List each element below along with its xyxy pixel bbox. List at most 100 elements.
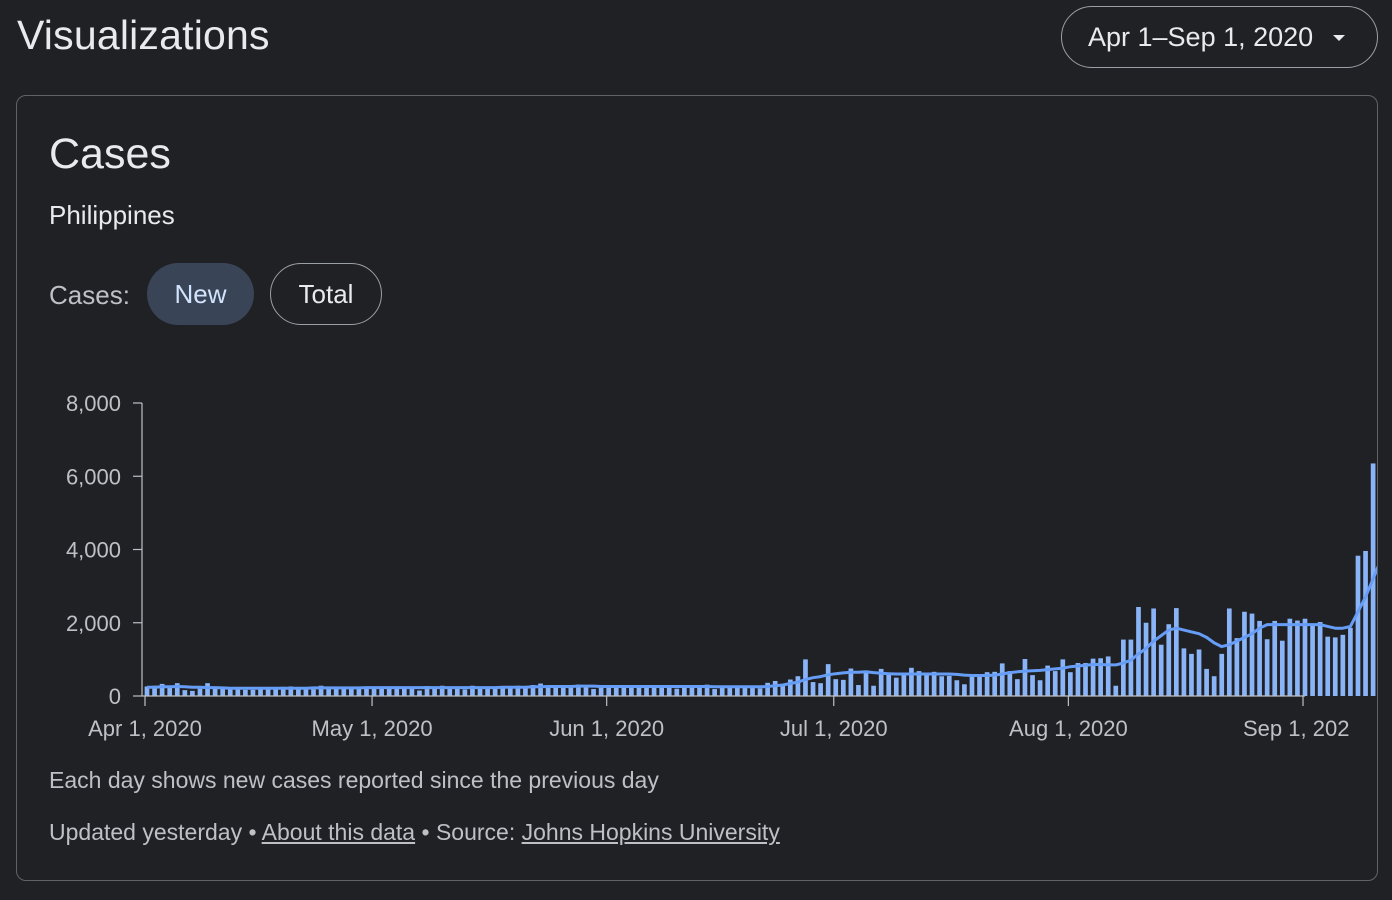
toggle-new-button[interactable]: New (147, 263, 254, 325)
chart-bar (916, 671, 922, 696)
chart-bar (924, 673, 929, 696)
chart-bar (1083, 663, 1088, 696)
chart-bar (205, 683, 210, 696)
chart-bar (735, 687, 740, 696)
chart-bar (417, 690, 422, 696)
chart-bar (689, 685, 695, 696)
chart-bar (485, 686, 490, 696)
chart-bar (818, 683, 823, 696)
chart-bar (651, 685, 657, 696)
x-tick-label: May 1, 2020 (312, 716, 433, 741)
chart-bar (167, 687, 173, 696)
chart-bar (598, 686, 604, 696)
chart-bar (576, 684, 581, 696)
page-title: Visualizations (17, 12, 270, 58)
chart-bar (212, 686, 218, 696)
chart-bar (560, 687, 566, 696)
chart-bar (1317, 622, 1323, 696)
chart-bar (795, 676, 801, 696)
x-tick-label: Sep 1, 202 (1243, 716, 1349, 741)
chart-bar (454, 688, 460, 696)
card-title: Cases (49, 130, 171, 178)
chart-bar (1128, 639, 1134, 696)
chart-bar (636, 685, 642, 696)
chart-bar (848, 668, 854, 696)
chart-bar (1279, 640, 1285, 696)
chart-bar (682, 685, 687, 696)
chart-footer: Updated yesterday • About this data • So… (49, 819, 780, 846)
cases-toggle-label: Cases: (49, 280, 130, 310)
chart-bar (250, 689, 256, 696)
chart-bar (712, 689, 717, 696)
chart-bar (273, 689, 279, 696)
chart-bar (462, 689, 468, 696)
y-tick-label: 2,000 (66, 611, 121, 636)
chart-bar (349, 688, 354, 696)
chart-bar (878, 668, 884, 696)
chart-bar (1151, 608, 1156, 696)
chart-bar (182, 690, 188, 696)
chart-bar (227, 689, 233, 696)
chart-bar (765, 682, 770, 696)
chart-bar (856, 685, 861, 696)
toggle-total-button[interactable]: Total (270, 263, 382, 325)
chart-bar (296, 687, 301, 696)
chart-bar (1030, 675, 1035, 696)
chart-bar (447, 686, 453, 696)
chart-bar (1090, 658, 1096, 696)
chart-bar (674, 688, 680, 696)
chart-bar (500, 686, 506, 696)
chart-bar (1007, 671, 1013, 696)
chart-bar (379, 686, 384, 696)
date-range-dropdown[interactable]: Apr 1–Sep 1, 2020 (1061, 6, 1378, 68)
source-link[interactable]: Johns Hopkins University (521, 819, 780, 845)
source-prefix: • Source: (415, 819, 522, 845)
chart-bar (999, 663, 1005, 696)
chart-bar (1287, 618, 1293, 696)
chart-bar (992, 671, 998, 696)
chart-bar (243, 689, 248, 696)
chart-bar (1166, 624, 1172, 696)
chart-bar (629, 687, 634, 696)
chart-bar (326, 686, 331, 696)
chart-bar (780, 685, 786, 696)
about-data-link[interactable]: About this data (261, 819, 416, 845)
chart-bar (1264, 639, 1270, 696)
chart-bar (1105, 656, 1111, 696)
chart-bar (1158, 644, 1164, 696)
chart-bar (341, 687, 347, 696)
chart-bar (386, 687, 392, 696)
chart-bar (962, 684, 967, 696)
chart-bar (265, 688, 271, 696)
updated-text: Updated yesterday (49, 819, 243, 845)
chart-bar (1226, 608, 1232, 696)
chart-bar (159, 683, 165, 696)
chart-bar (507, 686, 513, 696)
chart-bar (833, 679, 839, 696)
chart-bar (1015, 679, 1020, 696)
chart-bar (939, 676, 945, 696)
chart-bar (583, 685, 589, 696)
chart-bar (311, 689, 316, 696)
chart-bar (1348, 627, 1353, 696)
chart-bar (1181, 648, 1187, 696)
chart-bar (515, 685, 521, 696)
chart-bar (553, 685, 559, 696)
chart-bar (1355, 555, 1361, 696)
chart-bar (803, 659, 808, 696)
chart-bar (704, 684, 710, 696)
chart-bar (394, 688, 400, 696)
chart-bar (1113, 685, 1119, 696)
footer-separator: • (242, 819, 262, 845)
chart-bar (318, 685, 324, 696)
chart-bar (772, 680, 778, 696)
chart-bar (523, 687, 528, 696)
chart-bar (280, 686, 286, 696)
chart-bar (901, 674, 907, 696)
chart-bar (954, 680, 960, 696)
chart-bar (613, 686, 619, 696)
chart-bar (364, 687, 369, 696)
chart-bar (1052, 671, 1058, 696)
chart-bar (621, 685, 627, 696)
chart-bar (1332, 637, 1338, 696)
